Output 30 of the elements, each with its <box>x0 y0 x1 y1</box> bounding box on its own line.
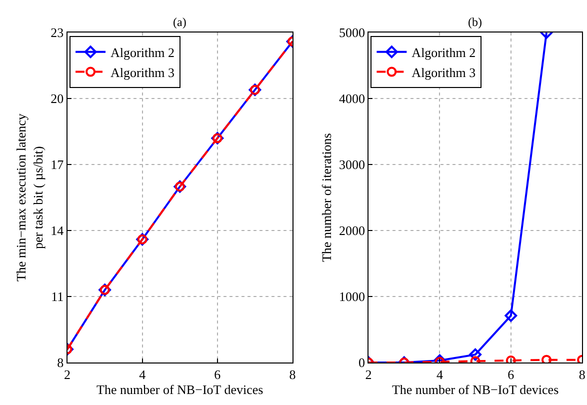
x-tick-label: 8 <box>578 367 586 382</box>
x-tick-label: 2 <box>64 367 71 382</box>
y-tick-label: 20 <box>50 91 64 106</box>
y-tick-label: 4000 <box>338 91 365 106</box>
y-tick-label: 2000 <box>338 223 365 238</box>
y-tick-label: 0 <box>358 355 365 370</box>
x-tick-label: 4 <box>139 367 146 382</box>
x-axis-title: The number of NB−IoT devices <box>96 382 264 398</box>
x-tick-label: 2 <box>365 367 372 382</box>
legend-label: Algorithm 3 <box>110 64 174 80</box>
x-axis-title: The number of NB−IoT devices <box>392 382 559 398</box>
x-tick-label: 4 <box>436 367 444 382</box>
y-axis-title: The number of iterations <box>318 133 334 262</box>
y-tick-label: 11 <box>51 289 64 304</box>
legend-label: Algorithm 2 <box>110 44 174 60</box>
y-tick-label: 5000 <box>338 25 365 40</box>
y-tick-label: 8 <box>57 355 64 370</box>
legend-label: Algorithm 3 <box>412 64 476 80</box>
x-tick-label: 6 <box>508 367 515 382</box>
chart-title: (b) <box>468 15 482 29</box>
legend-label: Algorithm 2 <box>412 44 476 60</box>
y-tick-label: 14 <box>50 223 64 238</box>
y-tick-label: 17 <box>50 157 64 172</box>
x-tick-label: 8 <box>289 367 296 382</box>
y-tick-label: 23 <box>50 25 64 40</box>
y-tick-label: 1000 <box>338 289 365 304</box>
chart-title: (a) <box>173 15 186 29</box>
y-axis-title: The min−max execution latency per task bit ( µs/bit) <box>14 113 46 282</box>
y-tick-label: 3000 <box>338 157 365 172</box>
x-tick-label: 6 <box>214 367 222 382</box>
